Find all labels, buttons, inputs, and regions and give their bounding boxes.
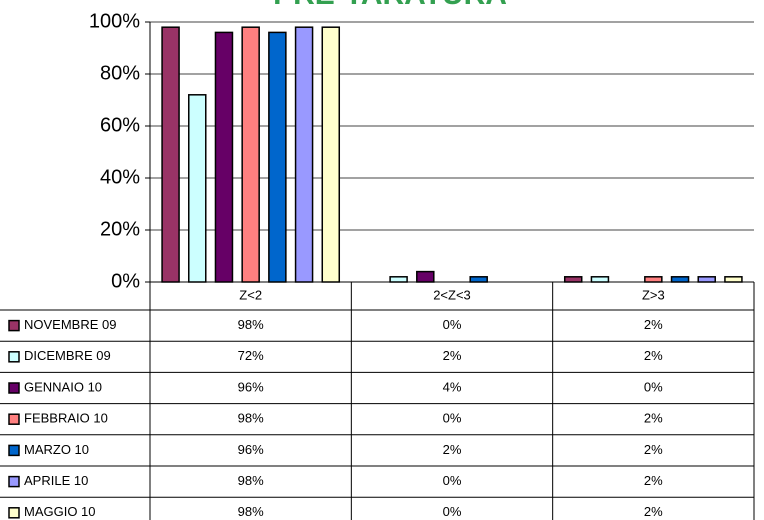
y-tick-label: 40%	[100, 166, 140, 188]
bar	[321, 26, 341, 283]
bar	[241, 26, 260, 283]
value-label: 96%	[238, 442, 264, 457]
x-tick-label: Z<2	[239, 287, 262, 302]
y-tick-label: 60%	[100, 114, 140, 136]
legend-swatch	[8, 351, 20, 363]
bar	[389, 276, 408, 283]
legend-swatch	[8, 507, 20, 519]
bar	[268, 31, 287, 283]
legend-label: DICEMBRE 09	[24, 348, 111, 363]
value-label: 98%	[238, 411, 264, 426]
x-tick-label: 2<Z<3	[433, 287, 471, 302]
value-label: 96%	[238, 379, 264, 394]
value-label: 2%	[644, 317, 663, 332]
y-tick-label: 20%	[100, 218, 140, 240]
legend-label: GENNAIO 10	[24, 379, 102, 394]
x-tick-label: Z>3	[642, 287, 665, 302]
value-label: 4%	[443, 379, 462, 394]
bar	[214, 31, 234, 283]
legend-swatch	[8, 444, 20, 457]
legend-swatch	[8, 413, 20, 425]
value-label: 0%	[443, 473, 462, 488]
legend-label: MARZO 10	[24, 442, 89, 457]
value-label: 2%	[443, 348, 462, 363]
bar	[670, 276, 690, 283]
legend-label: FEBBRAIO 10	[24, 411, 108, 426]
bar	[188, 94, 207, 283]
bar	[697, 276, 716, 283]
legend-label: APRILE 10	[24, 473, 88, 488]
value-label: 2%	[644, 348, 663, 363]
bar	[469, 276, 488, 283]
legend-swatch	[8, 382, 20, 394]
bar	[724, 276, 743, 283]
value-label: 0%	[443, 317, 462, 332]
bar	[590, 276, 610, 283]
bar	[294, 26, 314, 283]
legend-label: MAGGIO 10	[24, 504, 96, 519]
value-label: 2%	[644, 411, 663, 426]
legend-swatch	[8, 475, 20, 488]
bar	[563, 276, 583, 283]
value-label: 2%	[644, 473, 663, 488]
bar	[416, 270, 435, 283]
y-tick-label: 0%	[111, 270, 140, 292]
y-tick-label: 100%	[89, 10, 140, 32]
y-tick-label: 80%	[100, 62, 140, 84]
value-label: 0%	[644, 379, 663, 394]
legend-swatch	[8, 319, 20, 332]
value-label: 72%	[238, 348, 264, 363]
bar	[644, 276, 663, 283]
legend-label: NOVEMBRE 09	[24, 317, 116, 332]
value-label: 0%	[443, 504, 462, 519]
value-label: 98%	[238, 504, 264, 519]
value-label: 98%	[238, 473, 264, 488]
value-label: 2%	[644, 504, 663, 519]
value-label: 0%	[443, 411, 462, 426]
value-label: 2%	[443, 442, 462, 457]
value-label: 2%	[644, 442, 663, 457]
bar	[161, 26, 180, 283]
chart-title: PRE-TARATURA	[273, 0, 507, 11]
value-label: 98%	[238, 317, 264, 332]
